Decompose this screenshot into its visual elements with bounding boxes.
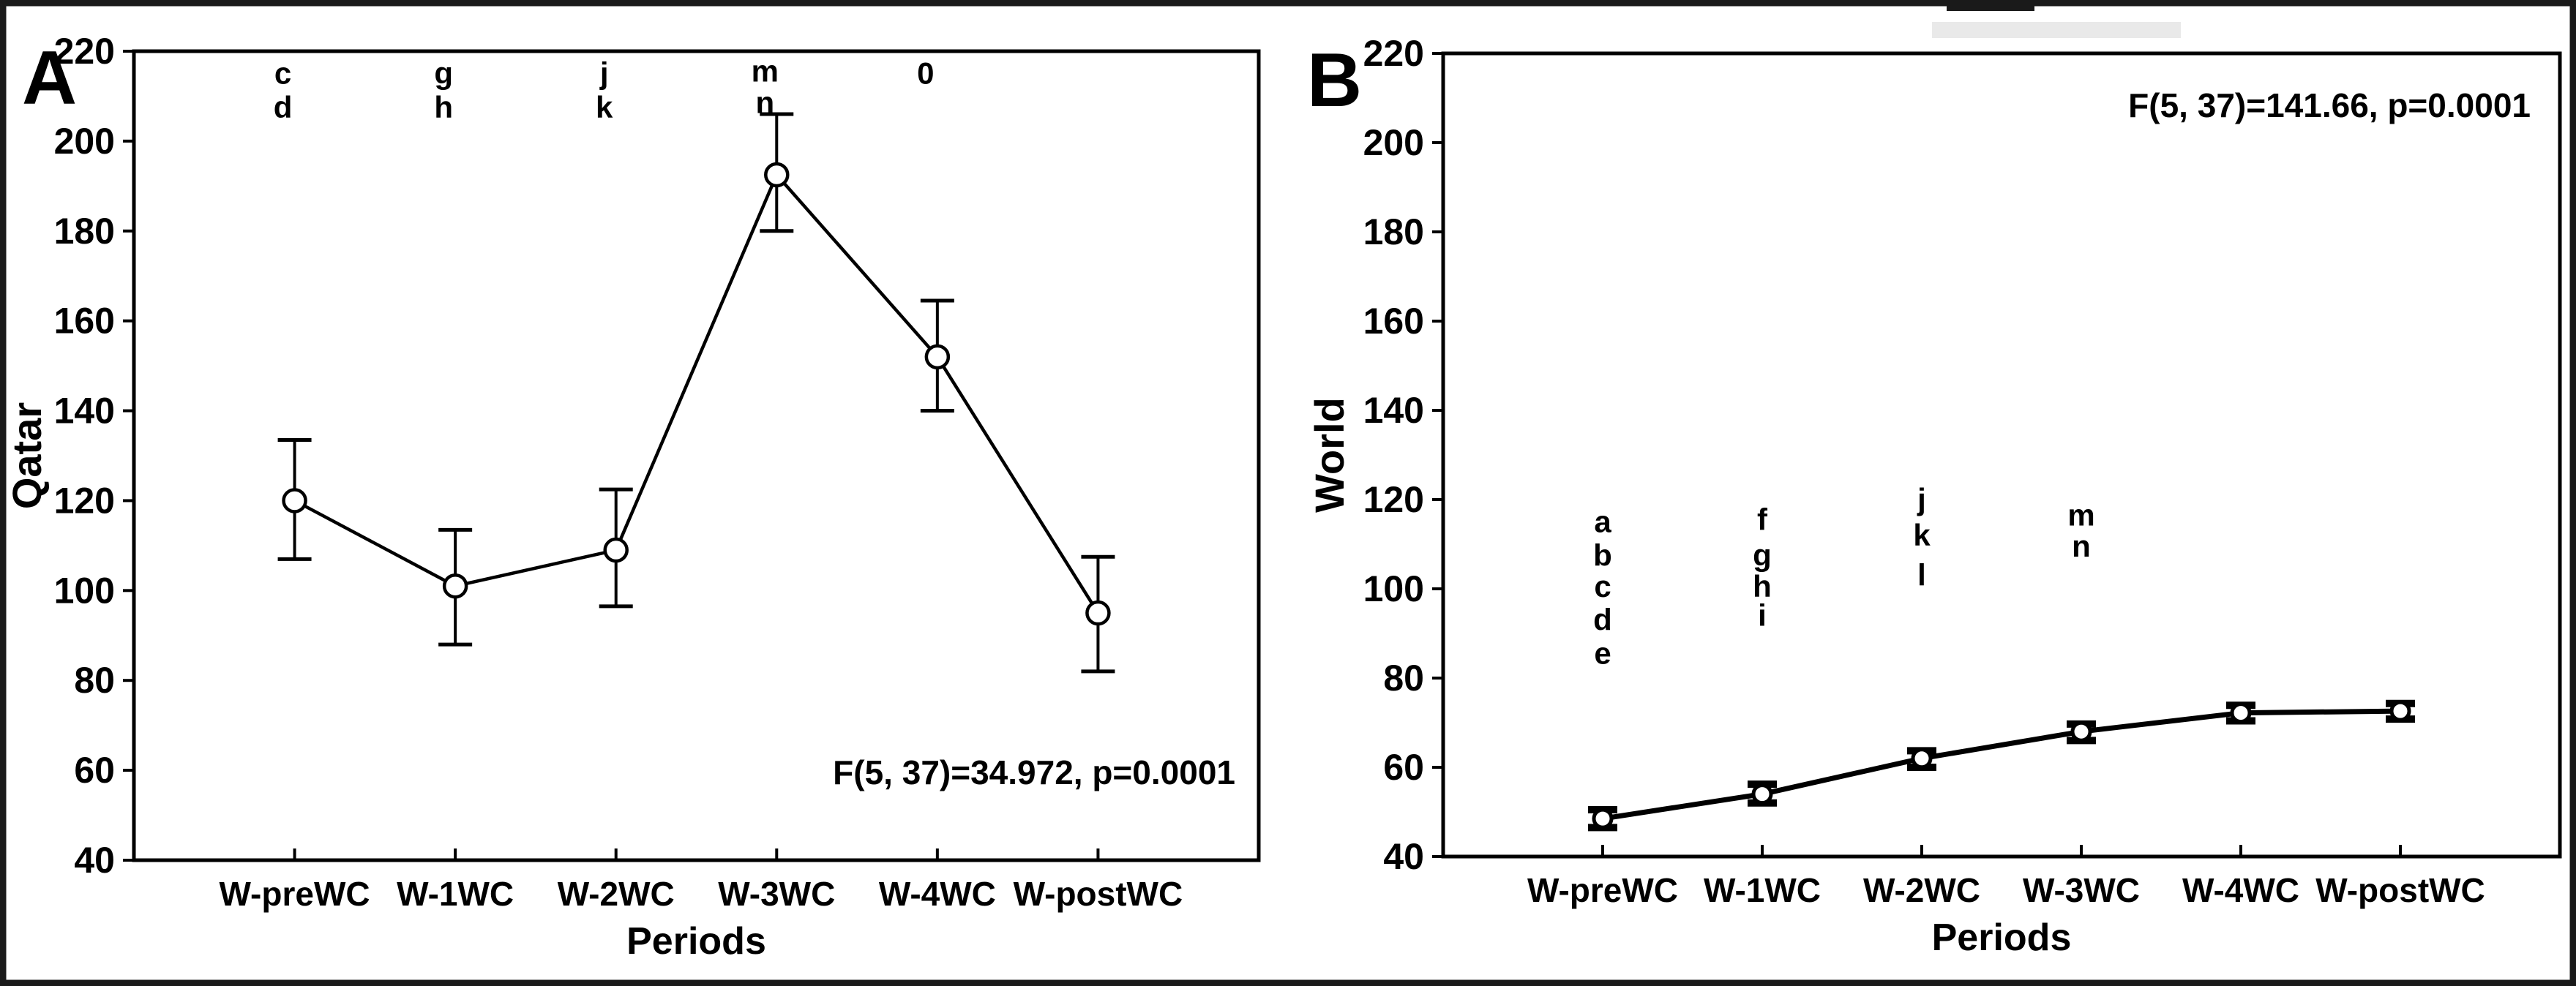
panel-label: B [1307, 38, 1362, 123]
significance-letter: j [1917, 482, 1926, 516]
significance-letter: j [599, 56, 609, 91]
y-tick-label: 100 [1363, 568, 1424, 609]
x-tick-label: W-postWC [1014, 875, 1183, 913]
x-tick-label: W-3WC [2023, 871, 2140, 909]
y-tick-label: 180 [1363, 211, 1424, 252]
series-line [293, 171, 1100, 614]
data-point-marker [764, 162, 790, 188]
y-tick-label: 200 [1363, 122, 1424, 163]
significance-letter: c [1594, 569, 1611, 603]
y-tick-label: 200 [54, 121, 115, 162]
data-point-marker [442, 573, 468, 599]
panel-label: A [22, 36, 77, 121]
significance-letter: b [1593, 538, 1612, 572]
significance-letter: k [1913, 518, 1931, 552]
y-tick-label: 220 [1363, 33, 1424, 74]
data-point-marker [1911, 748, 1933, 769]
panel-a: 220 200 180 160 140 120 100 80 60 40 W-preWC W-1WC W… [4, 31, 1261, 963]
y-tick-label: 160 [1363, 301, 1424, 342]
significance-letter: g [434, 56, 453, 91]
significance-letter: k [596, 90, 613, 124]
significance-letter: f [1757, 502, 1768, 536]
y-tick-label: 160 [54, 301, 115, 342]
y-tick-label: 140 [1363, 390, 1424, 431]
x-tick-label: W-4WC [879, 875, 996, 913]
y-tick-label: 40 [74, 840, 115, 881]
x-axis-title: Periods [1932, 917, 2072, 959]
x-tick-label: W-2WC [558, 875, 675, 913]
data-point-marker [924, 344, 951, 370]
significance-letter: l [1917, 558, 1926, 592]
data-point-marker [1085, 600, 1111, 626]
scan-artifact [1947, 0, 2034, 11]
x-tick-label: W-1WC [1704, 871, 1821, 909]
significance-letter: h [1753, 569, 1772, 603]
x-tick-label: W-preWC [220, 875, 370, 913]
significance-letter: i [1758, 598, 1767, 633]
significance-letter: m [752, 54, 779, 89]
series-line [1602, 708, 2401, 821]
y-tick-label: 80 [1383, 658, 1424, 699]
significance-letter: m [2067, 497, 2094, 532]
anova-annotation: F(5, 37)=34.972, p=0.0001 [833, 753, 1235, 791]
data-point-marker [603, 537, 629, 563]
y-tick-label: 120 [54, 480, 115, 521]
significance-letter: n [2072, 529, 2091, 563]
data-point-marker [1592, 808, 1614, 829]
data-point-marker [282, 488, 307, 513]
x-tick-label: W-4WC [2182, 871, 2299, 909]
x-tick-label: W-2WC [1863, 871, 1980, 909]
data-point-marker [1751, 783, 1773, 805]
y-tick-label: 60 [74, 750, 115, 791]
anova-annotation: F(5, 37)=141.66, p=0.0001 [2128, 86, 2531, 124]
data-point-marker [2389, 700, 2411, 722]
significance-letter: a [1594, 505, 1611, 539]
y-tick-label: 120 [1363, 479, 1424, 520]
significance-letter: 0 [917, 56, 934, 91]
y-tick-label: 180 [54, 211, 115, 252]
y-tick-label: 60 [1383, 747, 1424, 788]
y-tick-label: 140 [54, 391, 115, 432]
y-tick-label: 100 [54, 570, 115, 611]
scan-smudge [1932, 22, 2181, 38]
data-point-marker [2070, 720, 2092, 742]
significance-letter: h [434, 90, 453, 124]
significance-letter: d [1593, 603, 1612, 637]
x-tick-label: W-postWC [2315, 871, 2485, 909]
data-point-marker [2230, 702, 2252, 724]
significance-letter: c [274, 56, 291, 91]
significance-letter: d [274, 90, 293, 124]
significance-letter: e [1594, 636, 1611, 670]
y-tick-label: 40 [1383, 836, 1424, 877]
plot-frame [132, 49, 1261, 862]
x-tick-label: W-preWC [1527, 871, 1678, 909]
x-axis-title: Periods [626, 920, 766, 963]
y-tick-label: 220 [54, 31, 115, 72]
y-axis-title: Qatar [4, 402, 50, 509]
y-tick-label: 80 [74, 660, 115, 701]
panel-b: 220 200 180 160 140 120 100 80 60 40 W-preWC W-1WC W… [1306, 33, 2562, 959]
significance-letter: g [1753, 538, 1772, 572]
x-tick-label: W-1WC [397, 875, 514, 913]
plot-frame [1441, 51, 2562, 859]
y-axis-title: World [1306, 397, 1352, 513]
x-tick-label: W-3WC [718, 875, 835, 913]
